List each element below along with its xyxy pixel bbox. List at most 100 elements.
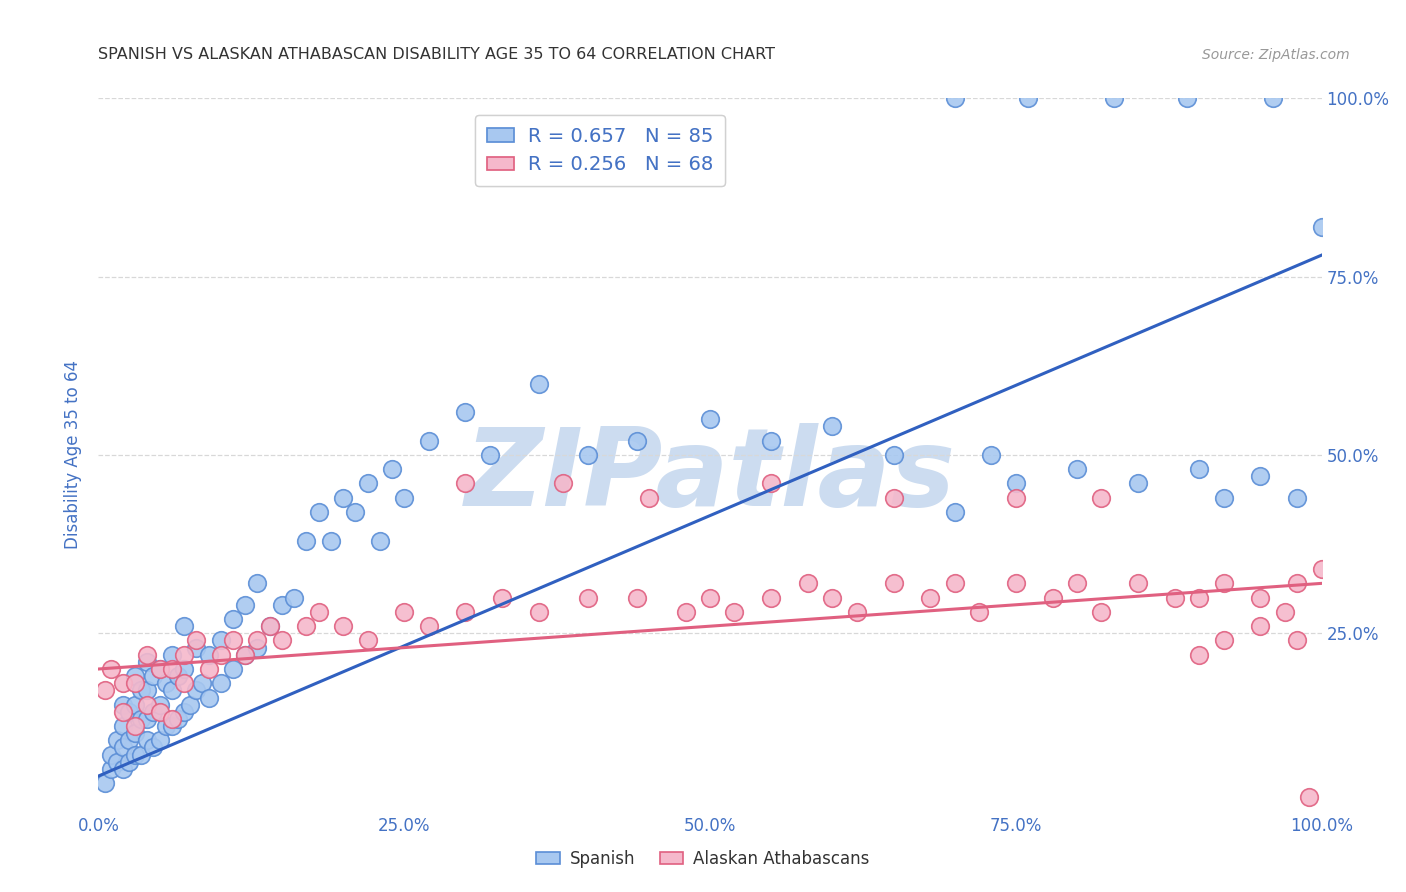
Point — [368, 533, 391, 548]
Point — [136, 683, 159, 698]
Point — [179, 698, 201, 712]
Point — [1212, 633, 1234, 648]
Point — [723, 605, 745, 619]
Y-axis label: Disability Age 35 to 64: Disability Age 35 to 64 — [65, 360, 83, 549]
Legend: Spanish, Alaskan Athabascans: Spanish, Alaskan Athabascans — [530, 844, 876, 875]
Point — [142, 740, 165, 755]
Point — [491, 591, 513, 605]
Point — [167, 669, 190, 683]
Point — [821, 591, 844, 605]
Point — [270, 633, 294, 648]
Point — [105, 755, 128, 769]
Point — [246, 640, 269, 655]
Point — [1261, 91, 1284, 105]
Point — [454, 405, 477, 419]
Point — [129, 712, 152, 726]
Point — [149, 733, 172, 747]
Point — [100, 747, 122, 762]
Point — [160, 683, 183, 698]
Point — [186, 633, 208, 648]
Point — [142, 705, 165, 719]
Point — [155, 719, 177, 733]
Point — [699, 412, 721, 426]
Point — [197, 648, 219, 662]
Point — [308, 605, 330, 619]
Point — [1066, 462, 1088, 476]
Point — [160, 719, 183, 733]
Point — [129, 747, 152, 762]
Point — [454, 476, 477, 491]
Point — [142, 669, 165, 683]
Point — [124, 747, 146, 762]
Point — [173, 705, 195, 719]
Point — [186, 640, 208, 655]
Point — [761, 591, 783, 605]
Point — [883, 576, 905, 591]
Point — [233, 648, 256, 662]
Point — [980, 448, 1002, 462]
Point — [136, 733, 159, 747]
Point — [943, 505, 966, 519]
Point — [356, 476, 378, 491]
Point — [197, 662, 219, 676]
Point — [1090, 605, 1112, 619]
Point — [173, 662, 195, 676]
Point — [1249, 469, 1271, 483]
Point — [527, 605, 550, 619]
Point — [576, 591, 599, 605]
Point — [149, 662, 172, 676]
Point — [1017, 91, 1039, 105]
Point — [124, 676, 146, 690]
Point — [1249, 591, 1271, 605]
Point — [638, 491, 661, 505]
Point — [883, 491, 905, 505]
Point — [761, 434, 783, 448]
Point — [118, 733, 141, 747]
Point — [246, 633, 269, 648]
Point — [1128, 576, 1150, 591]
Legend: R = 0.657   N = 85, R = 0.256   N = 68: R = 0.657 N = 85, R = 0.256 N = 68 — [475, 115, 724, 186]
Point — [332, 619, 354, 633]
Point — [1310, 562, 1333, 576]
Point — [136, 655, 159, 669]
Point — [149, 698, 172, 712]
Point — [209, 633, 232, 648]
Point — [173, 648, 195, 662]
Point — [356, 633, 378, 648]
Point — [308, 505, 330, 519]
Point — [270, 598, 294, 612]
Point — [173, 619, 195, 633]
Point — [797, 576, 820, 591]
Point — [111, 740, 134, 755]
Point — [1164, 591, 1187, 605]
Point — [845, 605, 868, 619]
Point — [1004, 476, 1026, 491]
Point — [93, 776, 115, 790]
Point — [233, 598, 256, 612]
Point — [246, 576, 269, 591]
Point — [111, 676, 134, 690]
Point — [155, 676, 177, 690]
Point — [209, 676, 232, 690]
Point — [1090, 491, 1112, 505]
Point — [626, 591, 648, 605]
Point — [259, 619, 281, 633]
Point — [118, 705, 141, 719]
Point — [1102, 91, 1125, 105]
Point — [1286, 633, 1309, 648]
Point — [967, 605, 990, 619]
Point — [1128, 476, 1150, 491]
Point — [93, 683, 115, 698]
Point — [1042, 591, 1064, 605]
Point — [478, 448, 501, 462]
Point — [222, 612, 245, 626]
Point — [124, 719, 146, 733]
Point — [392, 605, 416, 619]
Point — [197, 690, 219, 705]
Point — [167, 712, 190, 726]
Point — [136, 698, 159, 712]
Point — [209, 648, 232, 662]
Point — [233, 648, 256, 662]
Point — [1004, 491, 1026, 505]
Point — [943, 576, 966, 591]
